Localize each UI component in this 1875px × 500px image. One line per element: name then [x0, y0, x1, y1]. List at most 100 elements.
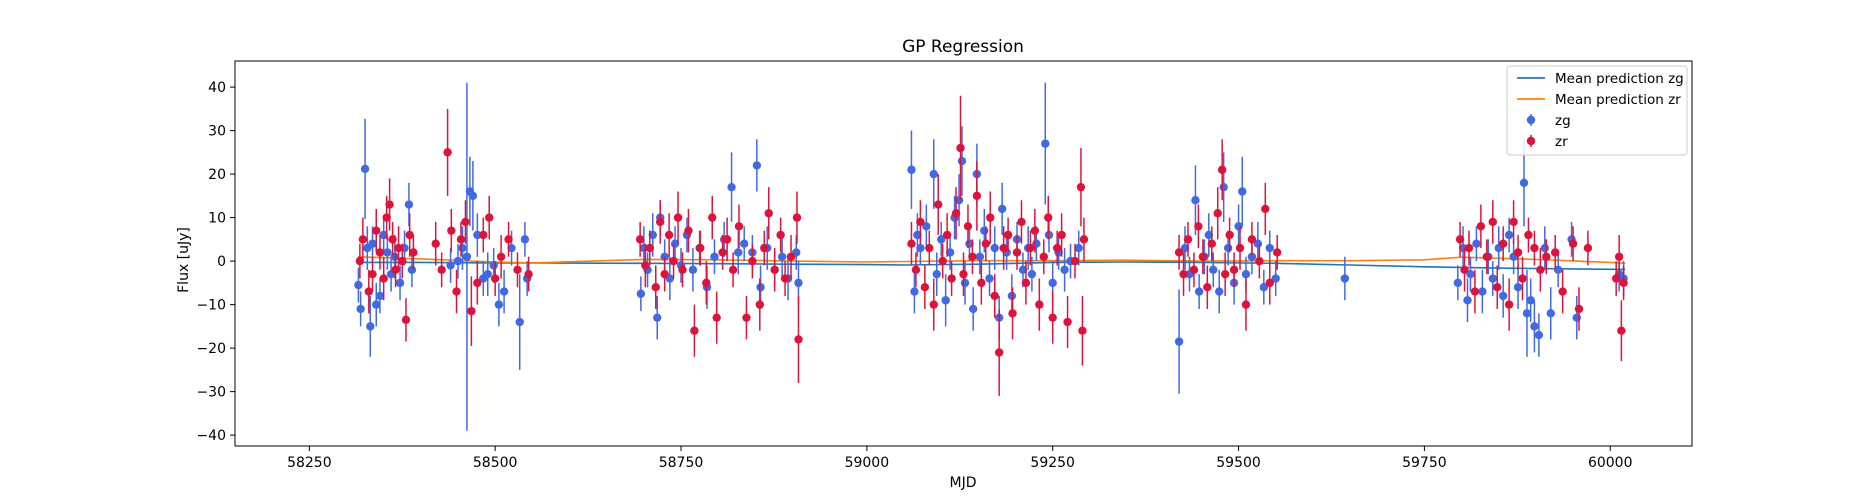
zr-point: [780, 274, 790, 283]
zr-point: [1235, 243, 1245, 253]
zr-point: [690, 326, 699, 335]
zg-point: [1546, 309, 1555, 318]
zg-point: [1265, 243, 1274, 253]
zr-point: [660, 269, 669, 279]
zg-point: [507, 243, 516, 253]
zg-point: [404, 200, 414, 209]
zr-point: [1574, 304, 1584, 314]
zr-point: [947, 274, 956, 283]
zr-point: [1551, 248, 1560, 257]
zg-point: [383, 248, 392, 257]
zg-point: [1340, 274, 1350, 283]
zr-point: [405, 230, 414, 240]
mean-prediction-zr-line: [357, 256, 1626, 265]
zr-point: [990, 291, 999, 301]
zg-point: [1498, 291, 1508, 301]
zg-point: [1488, 274, 1497, 283]
zg-point: [446, 261, 455, 270]
zr-point: [447, 226, 456, 235]
zr-point: [1079, 235, 1089, 244]
zr-point: [1207, 239, 1216, 248]
zr-point: [1488, 217, 1497, 227]
zr-point: [916, 217, 925, 227]
zr-point: [656, 217, 665, 227]
zg-point: [688, 265, 698, 275]
zr-point: [1498, 239, 1508, 248]
zr-point: [635, 235, 645, 244]
zr-point: [942, 230, 952, 240]
zr-point: [1614, 252, 1624, 261]
zg-point: [473, 230, 482, 240]
zr-point: [1229, 265, 1239, 275]
zg-point: [356, 304, 365, 314]
zg-point: [997, 204, 1007, 214]
y-tick-label: 0: [217, 254, 226, 270]
zr-point: [959, 269, 968, 279]
zg-point: [515, 317, 524, 327]
zg-point: [1271, 274, 1280, 283]
zr-point: [718, 248, 727, 257]
zg-point: [727, 182, 736, 192]
zr-point: [651, 283, 660, 292]
zr-point: [1039, 252, 1048, 261]
zg-point: [1504, 230, 1514, 240]
zr-point: [776, 230, 785, 240]
zr-point: [1057, 230, 1066, 240]
zr-point: [1220, 269, 1230, 279]
zr-point: [452, 287, 461, 296]
legend-label: zr: [1555, 134, 1568, 150]
zr-point: [1012, 248, 1022, 257]
zg-point: [980, 226, 989, 235]
zr-point: [1194, 222, 1203, 231]
zg-point: [468, 191, 478, 201]
legend-box: [1506, 65, 1688, 156]
legend-marker-handle: [1526, 115, 1536, 125]
x-axis-label: MJD: [950, 475, 977, 491]
zg-point: [395, 278, 405, 288]
zg-point: [1553, 265, 1563, 275]
y-tick-label: −40: [196, 428, 226, 444]
zr-point: [1617, 326, 1626, 335]
y-tick-label: −30: [196, 385, 226, 401]
zg-point: [653, 313, 662, 322]
zr-point: [513, 265, 522, 275]
zr-point: [1008, 309, 1017, 318]
zr-point: [755, 300, 765, 309]
zr-point: [1583, 243, 1593, 253]
zr-point: [364, 287, 374, 296]
zr-point: [443, 148, 452, 157]
zr-point: [1482, 252, 1492, 261]
zr-point: [1189, 265, 1199, 275]
x-tick-label: 59750: [1402, 455, 1447, 471]
zr-point: [1213, 209, 1222, 218]
zr-point: [722, 235, 732, 244]
zr-point: [696, 243, 705, 253]
zg-point: [453, 256, 463, 266]
zg-point: [740, 239, 749, 248]
zr-point: [355, 256, 365, 266]
zg-point: [929, 169, 938, 179]
zg-point: [1191, 196, 1200, 205]
zg-point: [520, 235, 530, 244]
plot-frame: [234, 60, 1693, 447]
zr-point: [504, 235, 513, 244]
zr-point: [456, 235, 466, 244]
zr-point: [388, 235, 397, 244]
zr-point: [1203, 283, 1212, 292]
zr-point: [394, 243, 403, 253]
zr-point: [925, 243, 934, 253]
zr-point: [981, 239, 991, 248]
zr-point: [431, 239, 440, 248]
zg-point: [1522, 309, 1532, 318]
zr-point: [956, 143, 965, 153]
zr-point: [524, 269, 533, 279]
zr-point: [1619, 278, 1628, 288]
zg-point: [1478, 287, 1487, 296]
y-axis: −40 −30 −20 −10 0 10 20 30 40: [196, 80, 235, 444]
zg-point: [1074, 243, 1083, 253]
zr-point: [1568, 239, 1578, 248]
zr-point: [1174, 248, 1184, 257]
legend: Mean prediction zg Mean prediction zr zg zr: [1506, 65, 1688, 156]
legend-marker-handle: [1526, 136, 1536, 146]
zr-point: [398, 256, 407, 266]
